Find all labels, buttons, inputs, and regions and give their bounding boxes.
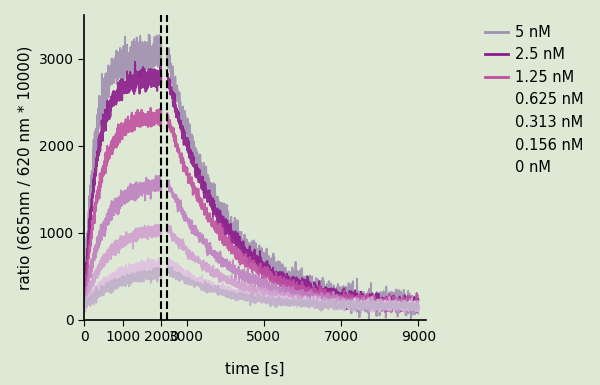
- Y-axis label: ratio (665nm / 620 nm * 10000): ratio (665nm / 620 nm * 10000): [18, 45, 33, 290]
- Text: time [s]: time [s]: [225, 362, 285, 377]
- Legend: 5 nM, 2.5 nM, 1.25 nM, 0.625 nM, 0.313 nM, 0.156 nM, 0 nM: 5 nM, 2.5 nM, 1.25 nM, 0.625 nM, 0.313 n…: [479, 19, 590, 181]
